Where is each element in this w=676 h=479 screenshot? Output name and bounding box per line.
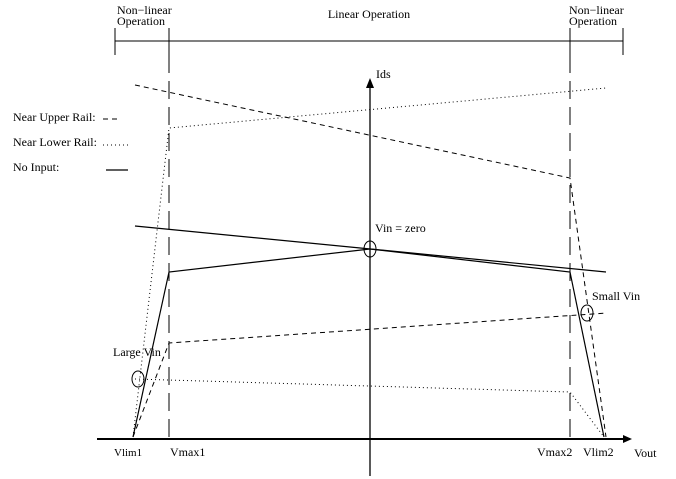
x-tick-labels: Vlim1 Vmax1 Vmax2 Vlim2: [114, 445, 614, 459]
tick-vmax1: Vmax1: [170, 445, 205, 459]
x-axis-arrow: [623, 435, 632, 443]
legend-upper-rail-label: Near Upper Rail:: [13, 110, 96, 124]
no-input-line-rising: [132, 248, 605, 438]
no-input-curves: [132, 225, 607, 438]
tick-vlim1: Vlim1: [114, 447, 142, 459]
small-vin-label: Small Vin: [592, 289, 640, 303]
vin-zero-label: Vin = zero: [375, 221, 426, 235]
region-right-line2: Operation: [569, 14, 617, 28]
lower-rail-line-falling: [134, 378, 605, 438]
upper-rail-curves: [132, 84, 608, 438]
upper-rail-line-falling: [134, 84, 607, 438]
upper-rail-line-rising: [132, 312, 608, 438]
lower-rail-curves: [132, 87, 607, 438]
x-axis-label: Vout: [634, 446, 657, 460]
region-left-line2: Operation: [117, 14, 165, 28]
large-vin-label: Large Vin: [113, 345, 161, 359]
legend-no-input-label: No Input:: [13, 160, 59, 174]
y-axis-label: Ids: [376, 67, 391, 81]
large-vin-marker: [131, 370, 145, 388]
small-vin-marker: [580, 304, 594, 322]
axes: Ids Vout: [97, 67, 657, 476]
tick-vlim2: Vlim2: [583, 445, 614, 459]
annotations: Vin = zero Small Vin Large Vin: [113, 221, 640, 388]
legend: Near Upper Rail: Near Lower Rail: No Inp…: [13, 110, 128, 174]
region-left-line1: Non−linear: [117, 3, 172, 17]
region-center-label: Linear Operation: [328, 7, 410, 21]
region-bracket: Non−linear Operation Linear Operation No…: [114, 3, 624, 55]
legend-lower-rail-label: Near Lower Rail:: [13, 135, 97, 149]
vin-zero-marker: [363, 240, 377, 258]
tick-vmax2: Vmax2: [537, 445, 572, 459]
y-axis-arrow: [366, 78, 374, 88]
region-right-line1: Non−linear: [569, 3, 624, 17]
